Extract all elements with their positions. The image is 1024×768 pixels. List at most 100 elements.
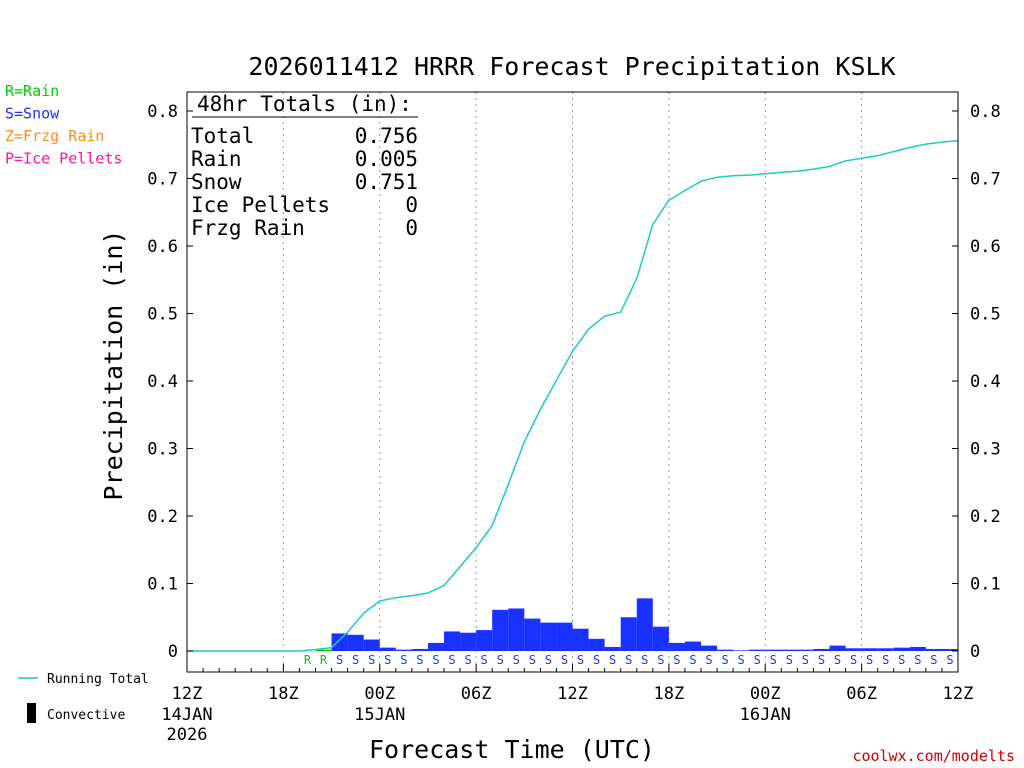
chart-title: 2026011412 HRRR Forecast Precipitation K…: [248, 52, 895, 81]
ptype-code: S: [513, 653, 520, 667]
y-tick-label: 0.4: [147, 372, 178, 392]
totals-row-value: 0: [405, 216, 418, 240]
ptype-legend-item: R=Rain: [5, 82, 59, 100]
precip-bar: [331, 633, 348, 651]
x-tick-label: 00Z: [750, 684, 781, 704]
x-date-label: 14JAN: [161, 705, 212, 725]
precip-bar: [668, 642, 685, 651]
ptype-code: S: [673, 653, 680, 667]
legend-label: Running Total: [47, 672, 149, 687]
legend-label: Convective: [47, 708, 125, 723]
x-tick-label: 06Z: [461, 684, 492, 704]
ptype-code: S: [384, 653, 391, 667]
ptype-code: S: [577, 653, 584, 667]
totals-row-value: 0.005: [355, 147, 418, 171]
y-tick-label-right: 0: [970, 642, 980, 662]
ptype-code: S: [689, 653, 696, 667]
y-tick-label: 0.2: [147, 507, 178, 527]
y-tick-label-right: 0.7: [970, 170, 1001, 190]
precip-bar: [781, 649, 798, 651]
ptype-code: R: [304, 653, 312, 667]
running-total-line: [187, 139, 959, 652]
x-tick-label: 12Z: [172, 684, 203, 704]
ptype-legend-item: P=Ice Pellets: [5, 150, 122, 168]
ptype-code: S: [464, 653, 471, 667]
precip-bar: [588, 638, 605, 651]
precip-bar: [476, 630, 493, 651]
precip-bar: [540, 622, 557, 651]
x-tick-label: 12Z: [943, 684, 974, 704]
ptype-code: S: [754, 653, 761, 667]
totals-row-label: Frzg Rain: [191, 216, 305, 240]
y-axis-label: Precipitation (in): [99, 230, 128, 501]
precip-bar: [411, 648, 428, 651]
precip-bar: [733, 650, 750, 651]
y-axis-right: 0 0.1 0.2 0.3 0.4 0.5 0.6 0.7 0.8: [952, 102, 1001, 662]
y-axis-left: 0 0.1 0.2 0.3 0.4 0.5 0.6 0.7 0.8: [147, 102, 193, 662]
y-tick-label-right: 0.2: [970, 507, 1001, 527]
ptype-code: S: [497, 653, 504, 667]
precip-bar: [636, 598, 653, 651]
ptype-code: S: [946, 653, 953, 667]
precip-bar: [572, 628, 589, 651]
y-tick-label: 0.7: [147, 170, 178, 190]
precip-bar: [460, 632, 477, 651]
precip-bar: [444, 631, 461, 651]
source-credit: coolwx.com/modelts: [852, 747, 1015, 765]
y-tick-label: 0.5: [147, 305, 178, 325]
ptype-code: S: [705, 653, 712, 667]
precip-bar: [684, 641, 701, 651]
precip-bar: [508, 608, 525, 651]
precip-bar: [701, 645, 718, 651]
precip-bar: [749, 649, 766, 651]
precip-bar: [909, 646, 926, 651]
y-tick-label-right: 0.1: [970, 575, 1001, 595]
legend-bar-swatch: [27, 703, 36, 723]
totals-box: 48hr Totals (in): Total 0.756 Rain 0.005 Snow…: [191, 92, 418, 240]
precip-bar: [829, 645, 846, 651]
ptype-code: S: [432, 653, 439, 667]
ptype-code: S: [336, 653, 343, 667]
precip-bar: [604, 646, 621, 651]
x-date-label: 16JAN: [740, 705, 791, 725]
y-tick-label-right: 0.8: [970, 102, 1001, 122]
y-tick-label-right: 0.5: [970, 305, 1001, 325]
ptype-code: S: [834, 653, 841, 667]
x-tick-label: 12Z: [557, 684, 588, 704]
precip-bar: [861, 648, 878, 651]
ptype-legend-item: S=Snow: [5, 105, 60, 123]
y-tick-label-right: 0.3: [970, 440, 1001, 460]
ptype-code: S: [850, 653, 857, 667]
ptype-code: S: [625, 653, 632, 667]
ptype-legend: R=Rain S=Snow Z=Frzg Rain P=Ice Pellets: [5, 82, 122, 168]
precip-bar: [427, 642, 444, 651]
ptype-code: S: [368, 653, 375, 667]
totals-row-label: Ice Pellets: [191, 193, 330, 217]
totals-heading: 48hr Totals (in):: [197, 92, 412, 116]
ptype-code: S: [802, 653, 809, 667]
ptype-code: S: [721, 653, 728, 667]
y-tick-label: 0: [168, 642, 178, 662]
precip-bar: [717, 649, 734, 651]
ptype-code: S: [770, 653, 777, 667]
series-legend: Running Total Convective: [18, 672, 149, 723]
hourly-precip-bars: [315, 598, 958, 651]
ptype-code: S: [641, 653, 648, 667]
ptype-code: S: [657, 653, 664, 667]
precip-bar: [893, 647, 910, 651]
precip-bar: [395, 649, 412, 651]
precip-bar: [845, 648, 862, 651]
precip-bar: [877, 648, 894, 651]
precip-bar: [347, 634, 364, 651]
totals-row-value: 0.751: [355, 170, 418, 194]
x-year-label: 2026: [167, 725, 208, 745]
precip-bar: [925, 648, 942, 651]
ptype-code: S: [609, 653, 616, 667]
ptype-code: S: [818, 653, 825, 667]
precip-bar: [492, 609, 509, 651]
totals-row-label: Snow: [191, 170, 242, 194]
ptype-code: S: [738, 653, 745, 667]
totals-row-label: Rain: [191, 147, 242, 171]
